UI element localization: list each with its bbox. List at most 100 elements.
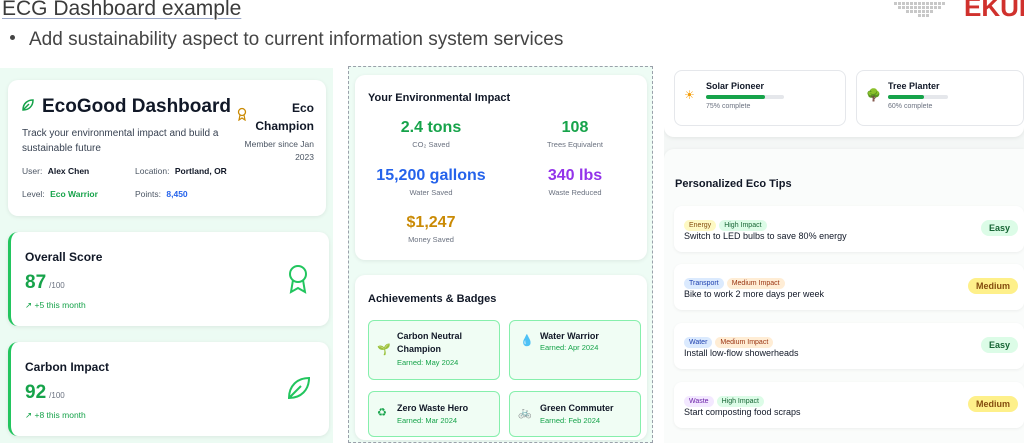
tag-impact: Medium Impact xyxy=(715,337,774,348)
badge-name: Carbon Neutral Champion xyxy=(397,331,463,354)
stat-water-value: 15,200 gallons xyxy=(376,167,486,184)
badge-title: Eco Champion xyxy=(255,101,314,133)
tips-title: Personalized Eco Tips xyxy=(675,178,792,190)
tree-icon: 🌳 xyxy=(866,88,881,102)
goal-progress-track xyxy=(888,95,948,99)
goal-progress-text: 60% complete xyxy=(888,103,933,110)
slide-title: ECG Dashboard example xyxy=(2,0,242,20)
tip-tags: Energy High Impact xyxy=(684,214,770,232)
profile-panel: EcoGood Dashboard Track your environment… xyxy=(0,68,333,443)
award-icon xyxy=(237,107,247,121)
goal-tree-planter[interactable]: 🌳 Tree Planter 60% complete xyxy=(856,70,1024,126)
carbon-delta-text: +8 this month xyxy=(34,410,86,420)
location-row: Location: Portland, OR xyxy=(135,166,227,176)
level-value: Eco Warrior xyxy=(50,189,98,199)
tip-tags: Waste High Impact xyxy=(684,390,767,408)
tag-impact: High Impact xyxy=(719,220,767,231)
achievements-title: Achievements & Badges xyxy=(368,293,497,305)
badge-earned: Earned: Feb 2024 xyxy=(540,416,601,425)
trend-up-icon: ↗ xyxy=(25,410,33,420)
overall-score-suffix: /100 xyxy=(49,281,65,290)
level-label: Level: xyxy=(22,189,45,199)
goal-name: Solar Pioneer xyxy=(706,81,765,91)
goal-solar-pioneer[interactable]: ☀ Solar Pioneer 75% complete xyxy=(674,70,846,126)
badge-name: Water Warrior xyxy=(540,331,599,341)
tip-text: Start composting food scraps xyxy=(684,407,801,417)
tip-item[interactable]: Transport Medium Impact Bike to work 2 mo… xyxy=(674,264,1024,310)
tips-panel: ☀ Solar Pioneer 75% complete 🌳 Tree Plan… xyxy=(664,66,1024,443)
points-value: 8,450 xyxy=(166,189,188,199)
tag-transport: Transport xyxy=(684,278,724,289)
tips-card: Personalized Eco Tips Energy High Impact … xyxy=(664,149,1024,443)
badge-green-commuter[interactable]: 🚲 Green Commuter Earned: Feb 2024 xyxy=(509,391,641,437)
difficulty-badge: Medium xyxy=(967,278,1018,294)
tip-tags: Water Medium Impact xyxy=(684,331,776,349)
goals-card: ☀ Solar Pioneer 75% complete 🌳 Tree Plan… xyxy=(664,66,1024,137)
droplet-icon: 💧 xyxy=(520,335,534,347)
overall-score-value: 87 xyxy=(25,272,47,293)
tag-impact: High Impact xyxy=(716,396,764,407)
overall-score-card: Overall Score 87/100 ↗ +5 this month xyxy=(8,232,329,326)
badge-carbon-neutral[interactable]: 🌱 Carbon Neutral Champion Earned: May 20… xyxy=(368,320,500,380)
user-row: User: Alex Chen xyxy=(22,166,89,176)
badge-zero-waste[interactable]: ♻ Zero Waste Hero Earned: Mar 2024 xyxy=(368,391,500,437)
carbon-impact-delta: ↗ +8 this month xyxy=(25,410,86,421)
logo-text: EKUR xyxy=(964,0,1024,22)
company-logo: EKUR xyxy=(894,0,1024,22)
level-row: Level: Eco Warrior xyxy=(22,189,98,199)
carbon-impact-suffix: /100 xyxy=(49,391,65,400)
impact-panel: Your Environmental Impact 2.4 tons CO₂ S… xyxy=(348,66,653,443)
carbon-impact-value: 92 xyxy=(25,382,47,403)
member-since: Member since Jan 2023 xyxy=(244,139,314,162)
slide-bullet: Add sustainability aspect to current inf… xyxy=(6,29,563,51)
location-value: Portland, OR xyxy=(174,166,227,176)
leaf-icon xyxy=(22,99,34,111)
carbon-impact-card: Carbon Impact 92/100 ↗ +8 this month xyxy=(8,342,329,436)
badge-earned: Earned: May 2024 xyxy=(397,358,459,367)
environmental-impact-card: Your Environmental Impact 2.4 tons CO₂ S… xyxy=(355,75,647,260)
slide-bullet-text: Add sustainability aspect to current inf… xyxy=(29,29,564,50)
leaf-icon xyxy=(287,376,311,400)
logo-map-graphic xyxy=(894,2,945,17)
achievements-card: Achievements & Badges 🌱 Carbon Neutral C… xyxy=(355,275,647,440)
location-label: Location: xyxy=(135,166,170,176)
dashboard-title: EcoGood Dashboard xyxy=(42,96,231,117)
goal-name: Tree Planter xyxy=(888,81,940,91)
tip-item[interactable]: Water Medium Impact Install low-flow show… xyxy=(674,323,1024,369)
bicycle-icon: 🚲 xyxy=(518,407,532,419)
user-label: User: xyxy=(22,166,43,176)
stat-money-label: Money Saved xyxy=(408,235,454,244)
goal-progress-fill xyxy=(888,95,924,99)
tag-energy: Energy xyxy=(684,220,717,231)
stat-waste: 340 lbs Waste Reduced xyxy=(505,167,645,197)
tip-item[interactable]: Waste High Impact Start composting food s… xyxy=(674,382,1024,428)
badge-earned: Earned: Apr 2024 xyxy=(540,343,599,352)
badge-water-warrior[interactable]: 💧 Water Warrior Earned: Apr 2024 xyxy=(509,320,641,380)
points-label: Points: xyxy=(135,189,161,199)
carbon-impact-value-row: 92/100 xyxy=(25,382,65,404)
bullet-dot xyxy=(10,35,15,41)
stat-trees-value: 108 xyxy=(561,119,589,136)
points-row: Points: 8,450 xyxy=(135,189,188,199)
tip-item[interactable]: Energy High Impact Switch to LED bulbs to… xyxy=(674,206,1024,252)
medal-icon xyxy=(289,265,307,294)
tag-waste: Waste xyxy=(684,396,714,407)
tip-tags: Transport Medium Impact xyxy=(684,272,788,290)
stat-water: 15,200 gallons Water Saved xyxy=(357,167,505,197)
goal-progress-text: 75% complete xyxy=(706,103,751,110)
tip-text: Install low-flow showerheads xyxy=(684,348,799,358)
tag-impact: Medium Impact xyxy=(726,278,785,289)
stat-trees: 108 Trees Equivalent xyxy=(505,119,645,149)
dashboard-subtitle: Track your environmental impact and buil… xyxy=(22,128,219,154)
difficulty-badge: Easy xyxy=(980,220,1018,236)
badge-name: Green Commuter xyxy=(540,403,614,413)
badge-earned: Earned: Mar 2024 xyxy=(397,416,458,425)
overall-score-label: Overall Score xyxy=(25,250,103,264)
stat-water-label: Water Saved xyxy=(409,188,453,197)
stat-co2: 2.4 tons CO₂ Saved xyxy=(357,119,505,149)
badge-name: Zero Waste Hero xyxy=(397,403,469,413)
recycle-icon: ♻ xyxy=(377,407,387,419)
seedling-icon: 🌱 xyxy=(377,344,391,356)
user-value: Alex Chen xyxy=(47,166,90,176)
stat-trees-label: Trees Equivalent xyxy=(546,140,603,149)
